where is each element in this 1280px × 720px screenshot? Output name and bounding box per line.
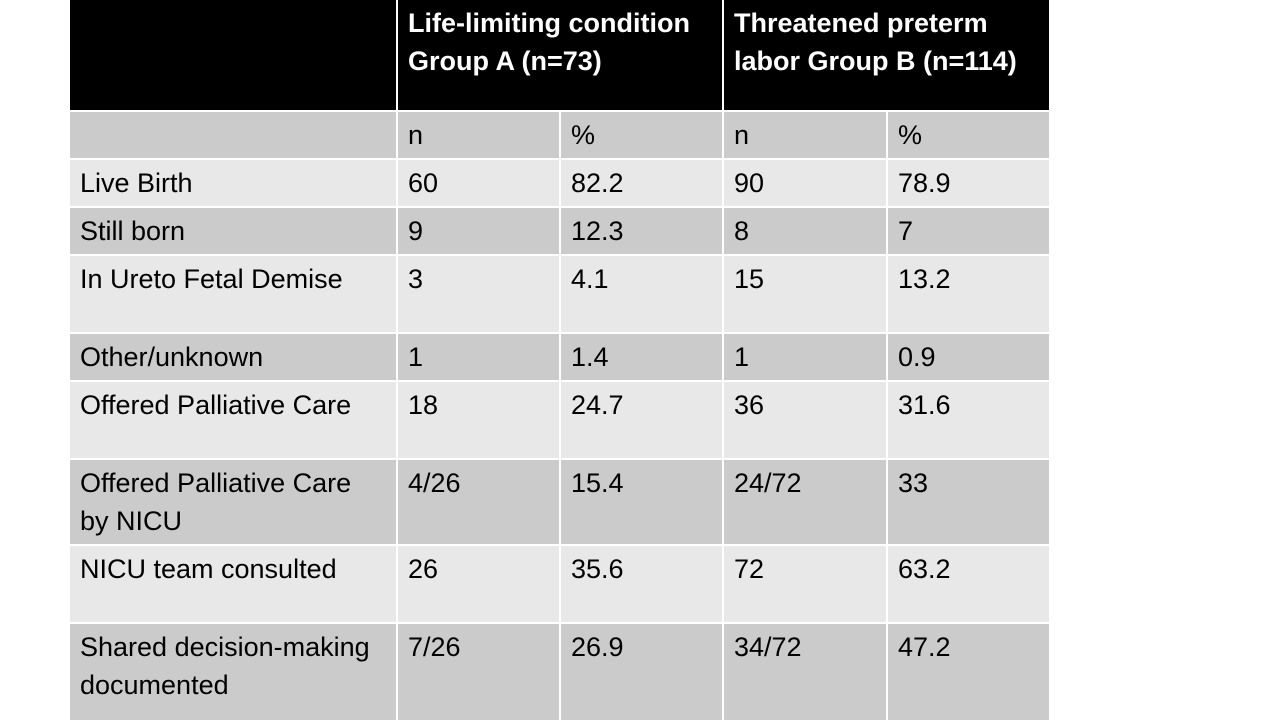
table-row: Offered Palliative Care 18 24.7 36 31.6 bbox=[70, 380, 1052, 460]
row-label: Still born bbox=[70, 206, 398, 256]
subheader-label-cell bbox=[70, 110, 398, 160]
table-row: Still born 9 12.3 8 7 bbox=[70, 206, 1052, 256]
cell-a-pct: 26.9 bbox=[559, 622, 724, 720]
table-row: In Ureto Fetal Demise 3 4.1 15 13.2 bbox=[70, 254, 1052, 334]
cell-b-n: 72 bbox=[722, 544, 888, 624]
cell-a-pct: 35.6 bbox=[559, 544, 724, 624]
cell-a-n: 26 bbox=[396, 544, 561, 624]
header-corner-cell bbox=[70, 0, 398, 112]
row-label: Shared decision-making documented bbox=[70, 622, 398, 720]
cell-b-pct: 63.2 bbox=[885, 544, 1052, 624]
cell-a-pct: 24.7 bbox=[559, 380, 724, 460]
header-group-a: Life-limiting condition Group A (n=73) bbox=[396, 0, 724, 112]
cell-a-n: 18 bbox=[396, 380, 561, 460]
cell-b-n: 34/72 bbox=[722, 622, 888, 720]
table-row: Other/unknown 1 1.4 1 0.9 bbox=[70, 332, 1052, 382]
cell-a-pct: 12.3 bbox=[559, 206, 724, 256]
cell-b-n: 8 bbox=[722, 206, 888, 256]
cell-a-pct: 1.4 bbox=[559, 332, 724, 382]
cell-b-n: 1 bbox=[722, 332, 888, 382]
row-label: Offered Palliative Care bbox=[70, 380, 398, 460]
cell-b-n: 90 bbox=[722, 158, 888, 208]
table-row: Shared decision-making documented 7/26 2… bbox=[70, 622, 1052, 720]
outcomes-table: Life-limiting condition Group A (n=73) T… bbox=[70, 0, 1052, 720]
table-header-row: Life-limiting condition Group A (n=73) T… bbox=[70, 0, 1052, 112]
cell-b-pct: 0.9 bbox=[885, 332, 1052, 382]
table-row: Live Birth 60 82.2 90 78.9 bbox=[70, 158, 1052, 208]
table-row: Offered Palliative Care by NICU 4/26 15.… bbox=[70, 458, 1052, 546]
cell-b-pct: 78.9 bbox=[885, 158, 1052, 208]
cell-a-pct: 15.4 bbox=[559, 458, 724, 546]
cell-a-n: 1 bbox=[396, 332, 561, 382]
row-label: NICU team consulted bbox=[70, 544, 398, 624]
cell-b-n: 36 bbox=[722, 380, 888, 460]
subheader-b-n: n bbox=[722, 110, 888, 160]
subheader-b-pct: % bbox=[885, 110, 1052, 160]
header-group-b: Threatened preterm labor Group B (n=114) bbox=[721, 0, 1052, 112]
row-label: Offered Palliative Care by NICU bbox=[70, 458, 398, 546]
cell-a-n: 7/26 bbox=[396, 622, 561, 720]
cell-b-n: 15 bbox=[722, 254, 888, 334]
cell-a-n: 4/26 bbox=[396, 458, 561, 546]
cell-a-pct: 4.1 bbox=[559, 254, 724, 334]
cell-b-pct: 33 bbox=[885, 458, 1052, 546]
cell-b-pct: 13.2 bbox=[885, 254, 1052, 334]
subheader-a-n: n bbox=[396, 110, 561, 160]
row-label: Other/unknown bbox=[70, 332, 398, 382]
cell-b-pct: 31.6 bbox=[885, 380, 1052, 460]
cell-a-n: 3 bbox=[396, 254, 561, 334]
table-row: NICU team consulted 26 35.6 72 63.2 bbox=[70, 544, 1052, 624]
row-label: Live Birth bbox=[70, 158, 398, 208]
subheader-a-pct: % bbox=[559, 110, 724, 160]
cell-b-pct: 7 bbox=[885, 206, 1052, 256]
cell-a-n: 9 bbox=[396, 206, 561, 256]
table-subheader-row: n % n % bbox=[70, 110, 1052, 160]
cell-b-pct: 47.2 bbox=[885, 622, 1052, 720]
cell-a-pct: 82.2 bbox=[559, 158, 724, 208]
cell-b-n: 24/72 bbox=[722, 458, 888, 546]
row-label: In Ureto Fetal Demise bbox=[70, 254, 398, 334]
cell-a-n: 60 bbox=[396, 158, 561, 208]
